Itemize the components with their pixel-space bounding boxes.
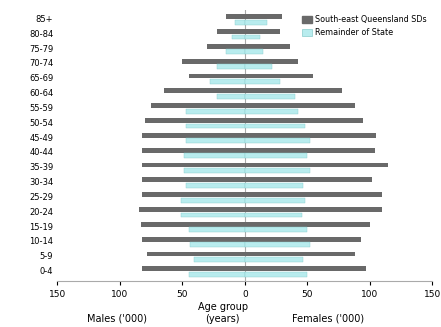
Bar (181, 213, 245, 217)
Bar (182, 59, 245, 63)
Bar (245, 20, 267, 25)
Bar (235, 20, 245, 25)
Bar (141, 222, 245, 227)
Bar (226, 49, 245, 54)
Bar (245, 35, 260, 39)
Bar (245, 124, 305, 129)
Bar (245, 109, 299, 113)
Bar (142, 237, 245, 242)
Bar (142, 133, 245, 138)
Legend: South-east Queensland SDs, Remainder of State: South-east Queensland SDs, Remainder of … (300, 14, 428, 39)
Bar (189, 228, 245, 232)
Bar (189, 74, 245, 78)
Bar (189, 272, 245, 277)
Bar (245, 198, 305, 202)
Bar (245, 79, 280, 84)
Bar (183, 168, 245, 173)
Bar (245, 94, 295, 99)
Bar (142, 267, 245, 271)
Bar (142, 163, 245, 167)
Bar (138, 207, 245, 212)
Bar (245, 103, 355, 108)
Bar (245, 74, 314, 78)
Bar (245, 29, 280, 34)
Bar (245, 207, 382, 212)
Bar (245, 89, 342, 93)
Bar (147, 252, 245, 256)
Bar (190, 242, 245, 247)
Bar (145, 118, 245, 123)
Bar (245, 267, 366, 271)
Bar (245, 44, 290, 49)
Bar (245, 163, 389, 167)
Bar (217, 29, 245, 34)
Bar (245, 59, 299, 63)
Bar (151, 103, 245, 108)
Bar (142, 148, 245, 153)
Bar (245, 14, 282, 19)
Bar (186, 138, 245, 143)
Bar (245, 257, 303, 262)
Bar (186, 183, 245, 188)
Bar (164, 89, 245, 93)
Bar (245, 64, 272, 69)
Bar (217, 94, 245, 99)
Bar (245, 213, 302, 217)
Bar (142, 178, 245, 182)
Bar (186, 109, 245, 113)
Bar (181, 198, 245, 202)
Bar (245, 237, 361, 242)
Bar (245, 153, 307, 158)
Bar (245, 178, 372, 182)
Text: Females ('000): Females ('000) (292, 314, 365, 324)
Bar (245, 148, 375, 153)
Bar (245, 252, 355, 256)
Bar (245, 133, 376, 138)
Bar (183, 153, 245, 158)
Bar (245, 272, 307, 277)
Bar (186, 124, 245, 129)
Bar (245, 168, 310, 173)
Bar (245, 228, 307, 232)
Text: Age group
(years): Age group (years) (198, 302, 248, 324)
Bar (245, 49, 264, 54)
Bar (245, 242, 310, 247)
Text: Males ('000): Males ('000) (87, 314, 147, 324)
Bar (194, 257, 245, 262)
Bar (245, 192, 382, 197)
Bar (217, 64, 245, 69)
Bar (245, 118, 363, 123)
Bar (245, 138, 310, 143)
Bar (245, 222, 370, 227)
Bar (142, 192, 245, 197)
Bar (226, 14, 245, 19)
Bar (207, 44, 245, 49)
Bar (232, 35, 245, 39)
Bar (245, 183, 303, 188)
Bar (210, 79, 245, 84)
